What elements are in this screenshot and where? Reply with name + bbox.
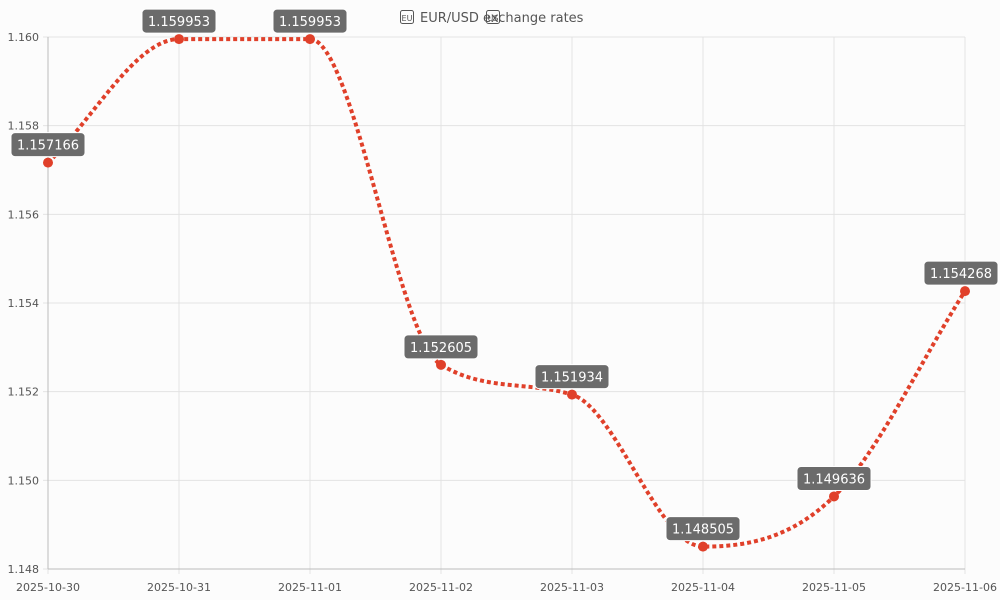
data-label-text: 1.159953 [148, 15, 210, 30]
data-label-box [272, 8, 348, 34]
data-label-box [923, 260, 999, 286]
data-label: 1.149636 [796, 465, 872, 491]
data-label-text: 1.149636 [803, 472, 865, 487]
chart-title-text: EUR/USD exchange rates [420, 11, 584, 26]
chart-title: EU EUR/USD exchange rates US [400, 10, 584, 26]
data-label-box [10, 132, 86, 158]
data-label: 1.152605 [403, 334, 479, 360]
x-tick-label: 2025-10-31 [147, 581, 211, 594]
data-point[interactable] [698, 541, 708, 552]
series-line-path [46, 37, 967, 549]
data-labels: 1.157166 1.159953 1.159953 1.152605 1.151934… [10, 8, 999, 542]
x-tick-label: 2025-10-30 [16, 581, 80, 594]
x-tick-label: 2025-11-04 [671, 581, 735, 594]
data-label-box [141, 8, 217, 34]
svg-text:EU: EU [402, 14, 413, 23]
y-tick-label: 1.156 [8, 208, 40, 221]
y-tick-label: 1.152 [8, 386, 40, 399]
y-tick-label: 1.148 [8, 563, 40, 576]
y-tick-label: 1.158 [8, 120, 40, 133]
series-line [46, 37, 967, 549]
data-label: 1.159953 [141, 8, 217, 34]
x-tick-label: 2025-11-01 [278, 581, 342, 594]
data-label-text: 1.159953 [279, 15, 341, 30]
data-label-box [403, 334, 479, 360]
data-points [43, 34, 970, 552]
data-label: 1.148505 [665, 516, 741, 542]
data-label: 1.151934 [534, 364, 610, 390]
data-label-box [534, 364, 610, 390]
data-label-text: 1.152605 [410, 341, 472, 356]
data-label-text: 1.157166 [17, 139, 79, 154]
data-label-box [665, 516, 741, 542]
svg-text:US: US [488, 14, 499, 23]
data-point[interactable] [960, 286, 970, 297]
x-tick-label: 2025-11-06 [933, 581, 997, 594]
data-point[interactable] [829, 491, 839, 502]
data-point[interactable] [174, 34, 184, 45]
y-tick-label: 1.160 [8, 31, 40, 44]
y-tick-label: 1.150 [8, 474, 40, 487]
data-point[interactable] [436, 359, 446, 370]
grid-lines [47, 36, 966, 574]
data-label: 1.159953 [272, 8, 348, 34]
x-tick-label: 2025-11-03 [540, 581, 604, 594]
data-label-box [796, 465, 872, 491]
x-tick-label: 2025-11-05 [802, 581, 866, 594]
us-flag-icon: US [486, 10, 500, 24]
data-label-text: 1.151934 [541, 371, 603, 386]
data-point[interactable] [43, 157, 53, 168]
axes: 1.148 1.150 1.152 1.154 1.156 1.158 1.160 2025-… [8, 31, 997, 594]
data-label: 1.157166 [10, 132, 86, 158]
x-tick-label: 2025-11-02 [409, 581, 473, 594]
data-point[interactable] [567, 389, 577, 400]
data-label-text: 1.154268 [930, 267, 992, 282]
data-label-text: 1.148505 [672, 523, 734, 538]
eu-flag-icon: EU [400, 10, 414, 24]
y-tick-label: 1.154 [8, 297, 40, 310]
data-label: 1.154268 [923, 260, 999, 286]
data-point[interactable] [305, 34, 315, 45]
